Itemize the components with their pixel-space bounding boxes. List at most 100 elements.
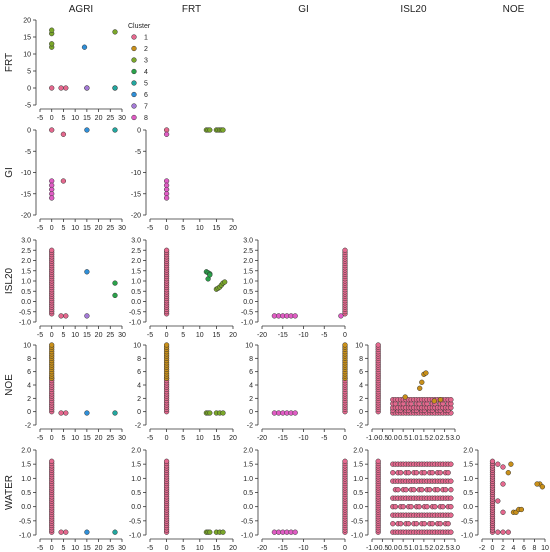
point-cluster-7 [84, 313, 90, 319]
x-tick: 0 [50, 109, 54, 122]
legend-marker-2 [131, 45, 137, 52]
y-tick: 10 [23, 343, 36, 350]
y-tick-label: -1.0 [351, 533, 363, 540]
x-tick-label: 10 [196, 225, 204, 232]
x-tick: -20 [257, 429, 267, 442]
y-tick: -1.0 [241, 320, 258, 327]
y-tick-label: -1.0 [19, 533, 31, 540]
row-title-water: WATER [4, 475, 15, 510]
point-cluster-6 [81, 44, 88, 50]
x-tick-label: 5 [61, 115, 65, 122]
axes-water-isl20: -1.0-0.5 0.0 0.5 1.0 1.5 2.0 2.5 3.0-1.0-0.50.0… [351, 448, 460, 552]
y-tick: 0.0 [243, 504, 258, 511]
axes-isl20-frt: -5 0 5 10 15 20 -1.0 -0.5 0.0 0.5 1.0 1.5 2.0 2.5 3.0 [129, 238, 237, 340]
y-tick-label: -0.5 [241, 518, 253, 525]
y-tick-label: 0.5 [243, 490, 253, 497]
point-cluster-1 [408, 504, 414, 510]
point-cluster-8 [49, 195, 55, 201]
point-cluster-1 [60, 131, 67, 137]
x-tick: -10 [298, 429, 309, 442]
y-tick: 3.0 [21, 238, 36, 245]
y-tick: 1.0 [21, 279, 36, 286]
y-tick: 6 [359, 369, 368, 376]
point-cluster-7 [84, 85, 90, 91]
legend-marker-3 [131, 57, 137, 63]
y-tick: 1.0 [243, 476, 258, 483]
y-tick: -0.5 [351, 518, 368, 525]
y-tick-label: -1.0 [241, 320, 253, 327]
x-tick-label: -15 [278, 332, 288, 339]
point-cluster-1 [405, 470, 412, 476]
y-tick-label: 0.5 [243, 289, 253, 296]
x-tick-label: -2 [479, 545, 485, 552]
column-title-agri: AGRI [69, 4, 93, 15]
point-cluster-1 [400, 504, 406, 510]
y-tick-label: 0.5 [463, 490, 473, 497]
point-cluster-6 [84, 529, 90, 535]
y-tick: 2.0 [21, 258, 36, 265]
row-title-isl20: ISL20 [4, 267, 15, 294]
y-tick: 4 [137, 383, 146, 390]
y-tick-label: 2.0 [243, 258, 253, 265]
x-tick: -15 [278, 326, 288, 339]
y-tick: 0.0 [131, 299, 146, 306]
y-tick: -5 [25, 149, 36, 156]
legend-item-8: 8 [131, 114, 148, 122]
x-tick-label: 0 [491, 545, 495, 552]
x-tick-label: 0 [343, 435, 347, 442]
legend-label-6: 6 [144, 92, 148, 99]
y-tick: 10 [355, 343, 368, 350]
y-tick-label: -0.5 [351, 518, 363, 525]
y-tick-label: -2 [25, 423, 31, 430]
x-tick: 5 [61, 326, 65, 339]
x-tick-label: -5 [37, 332, 43, 339]
y-tick: -2 [357, 423, 368, 430]
y-tick: 2.0 [21, 448, 36, 455]
y-tick: 2.0 [463, 448, 478, 455]
point-cluster-1 [416, 504, 422, 510]
y-tick-label: 8 [27, 356, 31, 363]
point-cluster-1 [495, 461, 501, 467]
y-tick-label: 5 [27, 69, 31, 76]
x-tick-label: 1.5 [419, 435, 429, 442]
y-tick: 3.0 [131, 238, 146, 245]
x-tick: -1.0 [366, 539, 378, 552]
point-cluster-8 [292, 529, 298, 535]
axes-noe-isl20: -1.0-0.5 0.0 0.5 1.0 1.5 2.0 2.5 3.0 -2 0 2 4 6 8 10 [355, 343, 460, 443]
y-tick: -0.5 [129, 309, 146, 316]
x-tick: 5 [181, 539, 185, 552]
y-tick: 1.5 [463, 462, 478, 469]
y-tick: 4 [249, 383, 258, 390]
y-tick: -2 [25, 423, 36, 430]
legend-label-8: 8 [144, 115, 148, 122]
point-cluster-1 [505, 529, 511, 535]
point-cluster-2 [419, 379, 425, 385]
x-tick-label: 2.5 [440, 435, 450, 442]
y-tick-label: 6 [27, 369, 31, 376]
y-tick-label: -20 [21, 213, 31, 220]
x-tick: 10 [196, 539, 204, 552]
point-cluster-1 [445, 521, 451, 527]
panel-isl20-gi [271, 247, 348, 319]
x-tick: 2.0 [429, 539, 439, 552]
point-cluster-1 [500, 481, 506, 487]
x-tick-label: 0 [343, 545, 347, 552]
y-tick-label: 0.5 [21, 289, 31, 296]
y-tick: -2 [247, 423, 258, 430]
y-tick-label: 20 [23, 18, 31, 25]
point-cluster-1 [49, 247, 55, 253]
y-tick-label: 10 [245, 343, 253, 350]
y-tick-label: 3.0 [243, 238, 253, 245]
y-tick-label: 2 [359, 396, 363, 403]
x-tick: 25 [106, 326, 114, 339]
legend-label-4: 4 [144, 69, 148, 76]
y-tick-label: 0.0 [353, 504, 363, 511]
point-cluster-1 [500, 509, 506, 515]
legend-marker-5 [131, 80, 137, 86]
y-tick-label: 0.5 [21, 490, 31, 497]
point-cluster-2 [437, 397, 444, 403]
x-tick: 20 [95, 109, 103, 122]
y-tick: 1.5 [243, 268, 258, 275]
x-tick: 10 [71, 219, 79, 232]
y-tick-label: -0.5 [461, 518, 473, 525]
